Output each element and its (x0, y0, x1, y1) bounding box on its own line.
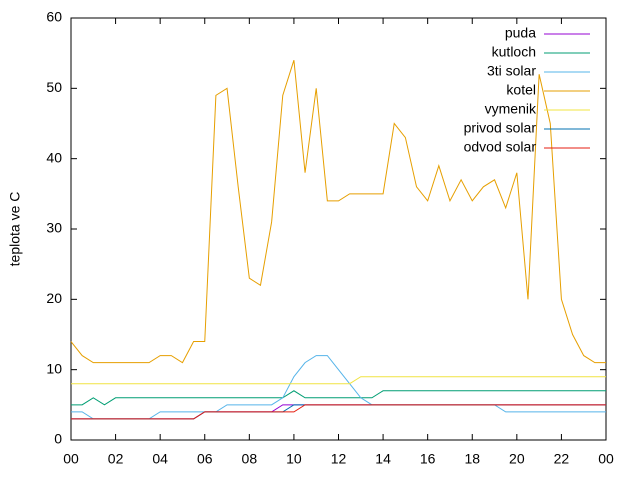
x-tick-label: 18 (464, 451, 480, 467)
series-line (71, 404, 606, 420)
legend-label: privod solar (464, 120, 537, 136)
legend-label: kotel (506, 82, 536, 98)
legend-label: vymenik (485, 101, 537, 117)
x-tick-label: 14 (375, 451, 391, 467)
x-tick-label: 06 (197, 451, 213, 467)
x-tick-label: 12 (331, 451, 347, 467)
y-tick-label: 60 (46, 9, 62, 25)
x-tick-label: 00 (63, 451, 79, 467)
x-tick-label: 04 (152, 451, 168, 467)
x-tick-label: 02 (108, 451, 124, 467)
y-axis-label: teplota ve C (7, 192, 23, 267)
y-tick-label: 10 (46, 360, 62, 376)
legend-label: puda (505, 25, 536, 41)
series-line (70, 60, 606, 364)
x-tick-label: 20 (509, 451, 525, 467)
legend-label: odvod solar (464, 139, 537, 155)
series-line (71, 355, 606, 420)
x-tick-label: 00 (598, 451, 614, 467)
x-tick-label: 08 (242, 451, 258, 467)
y-tick-label: 0 (54, 431, 62, 447)
series-line (71, 390, 606, 406)
y-tick-label: 50 (46, 79, 62, 95)
legend-label: 3ti solar (487, 63, 536, 79)
y-tick-label: 40 (46, 149, 62, 165)
y-tick-label: 30 (46, 220, 62, 236)
y-tick-label: 20 (46, 290, 62, 306)
legend-label: kutloch (492, 44, 536, 60)
x-tick-label: 16 (420, 451, 436, 467)
series-line (71, 376, 606, 385)
x-tick-label: 10 (286, 451, 302, 467)
x-tick-label: 22 (554, 451, 570, 467)
